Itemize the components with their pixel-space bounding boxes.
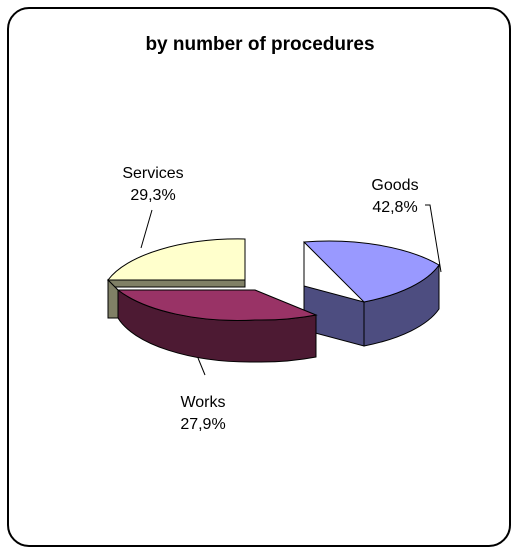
label-services-value: 29,3% xyxy=(130,187,176,204)
slice-works xyxy=(116,289,318,321)
label-works: Works 27,9% xyxy=(150,392,256,436)
slice-services-side xyxy=(107,279,246,288)
label-services-name: Services xyxy=(122,165,184,182)
label-goods-value: 42,8% xyxy=(372,199,418,216)
chart-title: by number of procedures xyxy=(145,34,375,55)
pie-chart xyxy=(107,204,442,376)
leader-works xyxy=(197,357,206,376)
label-goods-name: Goods xyxy=(371,177,419,194)
label-works-value: 27,9% xyxy=(180,416,226,433)
label-works-name: Works xyxy=(180,394,226,411)
leader-goods xyxy=(425,204,442,273)
slice-services xyxy=(107,238,246,281)
slice-goods xyxy=(302,240,440,303)
leader-services xyxy=(140,209,153,249)
label-goods: Goods 42,8% xyxy=(342,175,448,219)
label-services: Services 29,3% xyxy=(100,163,206,207)
